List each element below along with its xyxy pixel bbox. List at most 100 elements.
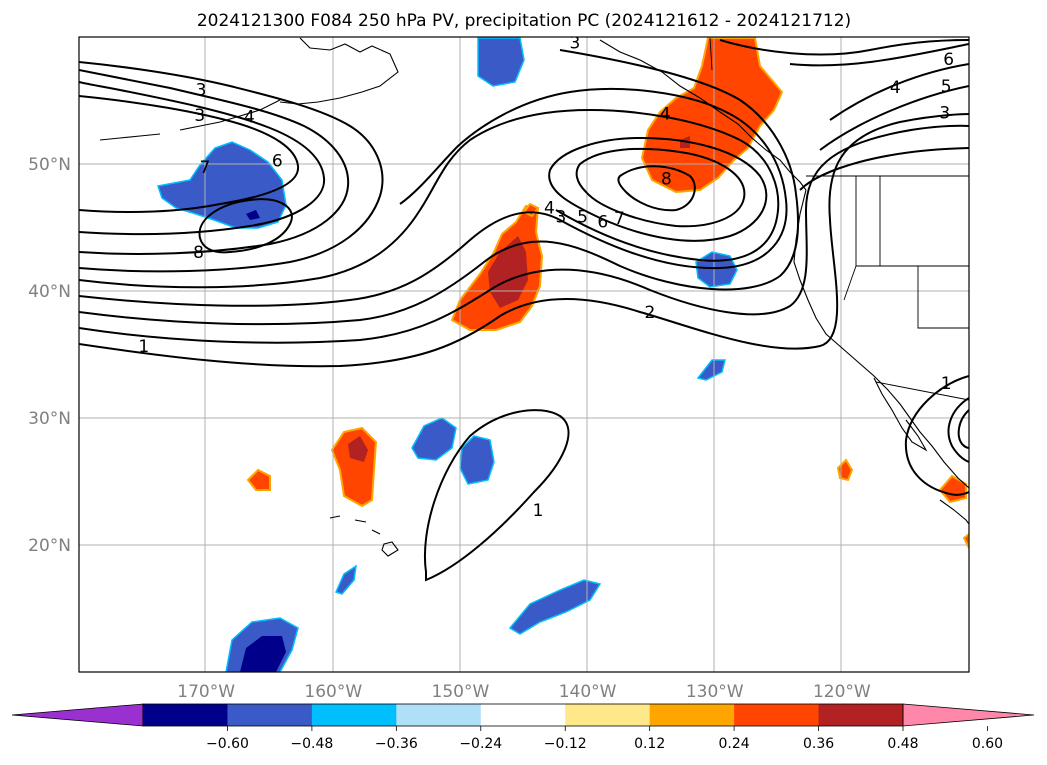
border-alaska-canada: [709, 37, 713, 71]
colorbar-tick-label: 0.12: [634, 736, 665, 752]
coastline-hawaii: [329, 515, 399, 557]
contour-label: 7: [614, 209, 625, 229]
colorbar-segment: [565, 704, 651, 726]
contour-label: 3: [194, 106, 205, 126]
x-axis-tick-labels: 170°W 160°W 150°W 140°W 130°W 120°W: [177, 682, 871, 702]
contour-label: 3: [939, 103, 950, 123]
contour-label: 8: [193, 243, 204, 263]
contour-label: 8: [661, 170, 672, 190]
pv-contour-15: [819, 85, 969, 151]
pv-contour-6: [79, 61, 384, 273]
contour-label: 2: [644, 303, 655, 323]
colorbar: −0.60 −0.48 −0.36 −0.24 −0.12 0.12 0.24 0.36 0.4…: [11, 703, 1035, 752]
pv-contour-12: [575, 147, 746, 228]
x-tick-label: 120°W: [813, 682, 871, 702]
contour-label: 6: [597, 213, 608, 233]
colorbar-segment: [143, 704, 228, 726]
pv-contour-10: [198, 198, 293, 254]
y-tick-label: 30°N: [28, 409, 71, 429]
precip-positive: [246, 37, 969, 549]
colorbar-segment: [311, 704, 397, 726]
y-tick-label: 20°N: [28, 536, 71, 556]
colorbar-tick-label: −0.48: [290, 736, 333, 752]
x-tick-label: 130°W: [686, 682, 744, 702]
y-axis-tick-labels: 20°N 30°N 40°N 50°N: [28, 155, 71, 556]
map-background: [79, 37, 969, 672]
pv-contour-14: [799, 147, 969, 191]
contour-label: 3: [555, 208, 566, 228]
contour-label: 4: [544, 199, 555, 219]
coastline-west-us: [793, 189, 969, 489]
coastline-aleutians: [99, 99, 281, 141]
contour-label: 1: [533, 501, 544, 521]
chart-title: 2024121300 F084 250 hPa PV, precipitatio…: [197, 11, 851, 31]
precip-blob: [411, 417, 457, 461]
precip-blob: [696, 359, 726, 381]
precip-blob: [334, 564, 357, 595]
colorbar-tick-label: −0.12: [544, 736, 587, 752]
contour-label: 3: [196, 81, 207, 101]
colorbar-extend-low: [11, 703, 144, 727]
colorbar-segment: [396, 704, 482, 726]
y-tick-label: 50°N: [28, 155, 71, 175]
precip-blob: [459, 435, 495, 485]
pv-contour-16: [829, 63, 969, 121]
colorbar-segment: [227, 704, 313, 726]
pv-contour-11: [548, 136, 768, 242]
contour-label: 4: [244, 107, 255, 127]
coastline-southeast-alaska: [599, 39, 807, 191]
colorbar-extend-high: [902, 703, 1035, 727]
pv-contour-1: [79, 113, 969, 368]
pv-contour-22: [957, 409, 969, 449]
contour-label: 3: [569, 34, 580, 54]
gridlines: [79, 37, 969, 672]
colorbar-tick-label: 0.48: [887, 736, 918, 752]
pv-contour-20: [904, 375, 969, 496]
x-tick-label: 170°W: [177, 682, 235, 702]
pv-contour-18: [719, 39, 969, 56]
contour-label: 1: [941, 374, 952, 394]
x-tick-label: 140°W: [559, 682, 617, 702]
contour-label: 5: [577, 208, 588, 228]
contour-label: 6: [272, 152, 283, 172]
map-frame: [78, 36, 970, 673]
precip-blob: [477, 37, 525, 87]
pv-contours: [79, 39, 969, 582]
contour-label: 4: [890, 78, 901, 98]
precip-blob: [246, 468, 271, 491]
colorbar-tick-label: 0.24: [719, 736, 750, 752]
contour-label: 1: [138, 337, 149, 357]
pv-contour-3: [79, 49, 800, 326]
precip-blob: [640, 37, 784, 194]
colorbar-tick-label: 0.36: [803, 736, 834, 752]
colorbar-tick-label: −0.24: [459, 736, 502, 752]
contour-label: 5: [941, 77, 952, 97]
contour-label: 4: [660, 105, 671, 125]
colorbar-segment: [734, 704, 820, 726]
pv-contour-7: [79, 69, 350, 255]
contour-label: 7: [199, 158, 210, 178]
x-tick-label: 150°W: [432, 682, 490, 702]
colorbar-segment: [649, 704, 735, 726]
precip-core: [348, 436, 368, 462]
coastline-mexico: [939, 499, 969, 525]
precip-core: [488, 236, 528, 308]
pv-contour-4: [79, 87, 788, 307]
colorbar-tick-label: −0.60: [206, 736, 249, 752]
colorbar-segment: [818, 704, 904, 726]
coastline-alaska: [279, 37, 399, 105]
precip-core: [240, 636, 286, 672]
border-us-mexico: [875, 381, 969, 401]
pv-contour-19: [424, 409, 570, 582]
pv-contour-2: [79, 124, 969, 344]
pv-contour-8: [79, 81, 326, 235]
colorbar-outline: [142, 703, 904, 727]
pv-contour-5: [79, 108, 780, 289]
border-states: [843, 176, 969, 329]
colorbar-tick-label: 0.60: [972, 736, 1003, 752]
y-tick-label: 40°N: [28, 282, 71, 302]
colorbar-segment: [480, 704, 566, 726]
